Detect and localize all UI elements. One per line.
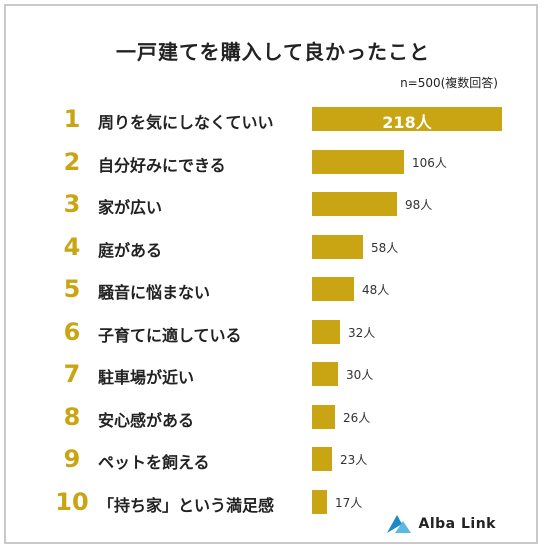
bar-value-label: 23人 <box>340 453 368 467</box>
chart-frame <box>4 4 538 544</box>
bar <box>312 107 502 131</box>
bar-value-label: 26人 <box>343 410 371 425</box>
rank-number: 8 <box>63 402 81 431</box>
rank-number: 6 <box>63 317 81 346</box>
rank-number: 7 <box>63 360 81 388</box>
bar <box>312 447 332 471</box>
bar <box>312 319 340 344</box>
bar <box>312 489 327 514</box>
rank-number: 10 <box>55 487 89 516</box>
bar <box>312 192 397 216</box>
category-label: ペットを飼える <box>98 453 210 472</box>
category-label: 駐車場が近い <box>98 368 195 387</box>
category-label: 家が広い <box>98 198 163 217</box>
rank-number: 4 <box>63 232 81 261</box>
bar <box>312 277 354 301</box>
category-label: 庭がある <box>98 240 163 260</box>
chart-title: 一戸建てを購入して良かったこと <box>116 40 430 64</box>
category-label: 「持ち家」という満足感 <box>98 495 275 515</box>
rank-number: 1 <box>63 105 81 133</box>
bar-value-label: 58人 <box>371 240 399 255</box>
bar-value-label: 106人 <box>412 155 447 170</box>
brand-logo: Alba Link <box>385 513 496 535</box>
bar-value-label: 98人 <box>405 198 433 212</box>
bar <box>312 404 335 429</box>
bar <box>312 234 363 259</box>
brand-name: Alba Link <box>418 516 496 532</box>
bar-value-label: 17人 <box>335 495 363 510</box>
bar-value-label: 30人 <box>346 368 374 382</box>
alba-link-logo-icon <box>386 515 411 533</box>
bar-value-label: 218人 <box>382 113 432 132</box>
category-label: 自分好みにできる <box>98 155 226 175</box>
rank-number: 3 <box>63 190 81 218</box>
bar <box>312 362 338 386</box>
bar-value-label: 48人 <box>362 283 390 297</box>
category-label: 騒音に悩まない <box>98 283 211 302</box>
category-label: 安心感がある <box>98 410 195 430</box>
rank-number: 2 <box>63 147 81 176</box>
rank-number: 5 <box>63 275 81 303</box>
category-label: 子育てに適している <box>98 325 242 345</box>
rank-number: 9 <box>63 445 81 473</box>
bar <box>312 149 404 174</box>
sample-note: n=500(複数回答) <box>400 76 498 90</box>
category-label: 周りを気にしなくていい <box>98 113 274 132</box>
bar-value-label: 32人 <box>348 325 376 340</box>
